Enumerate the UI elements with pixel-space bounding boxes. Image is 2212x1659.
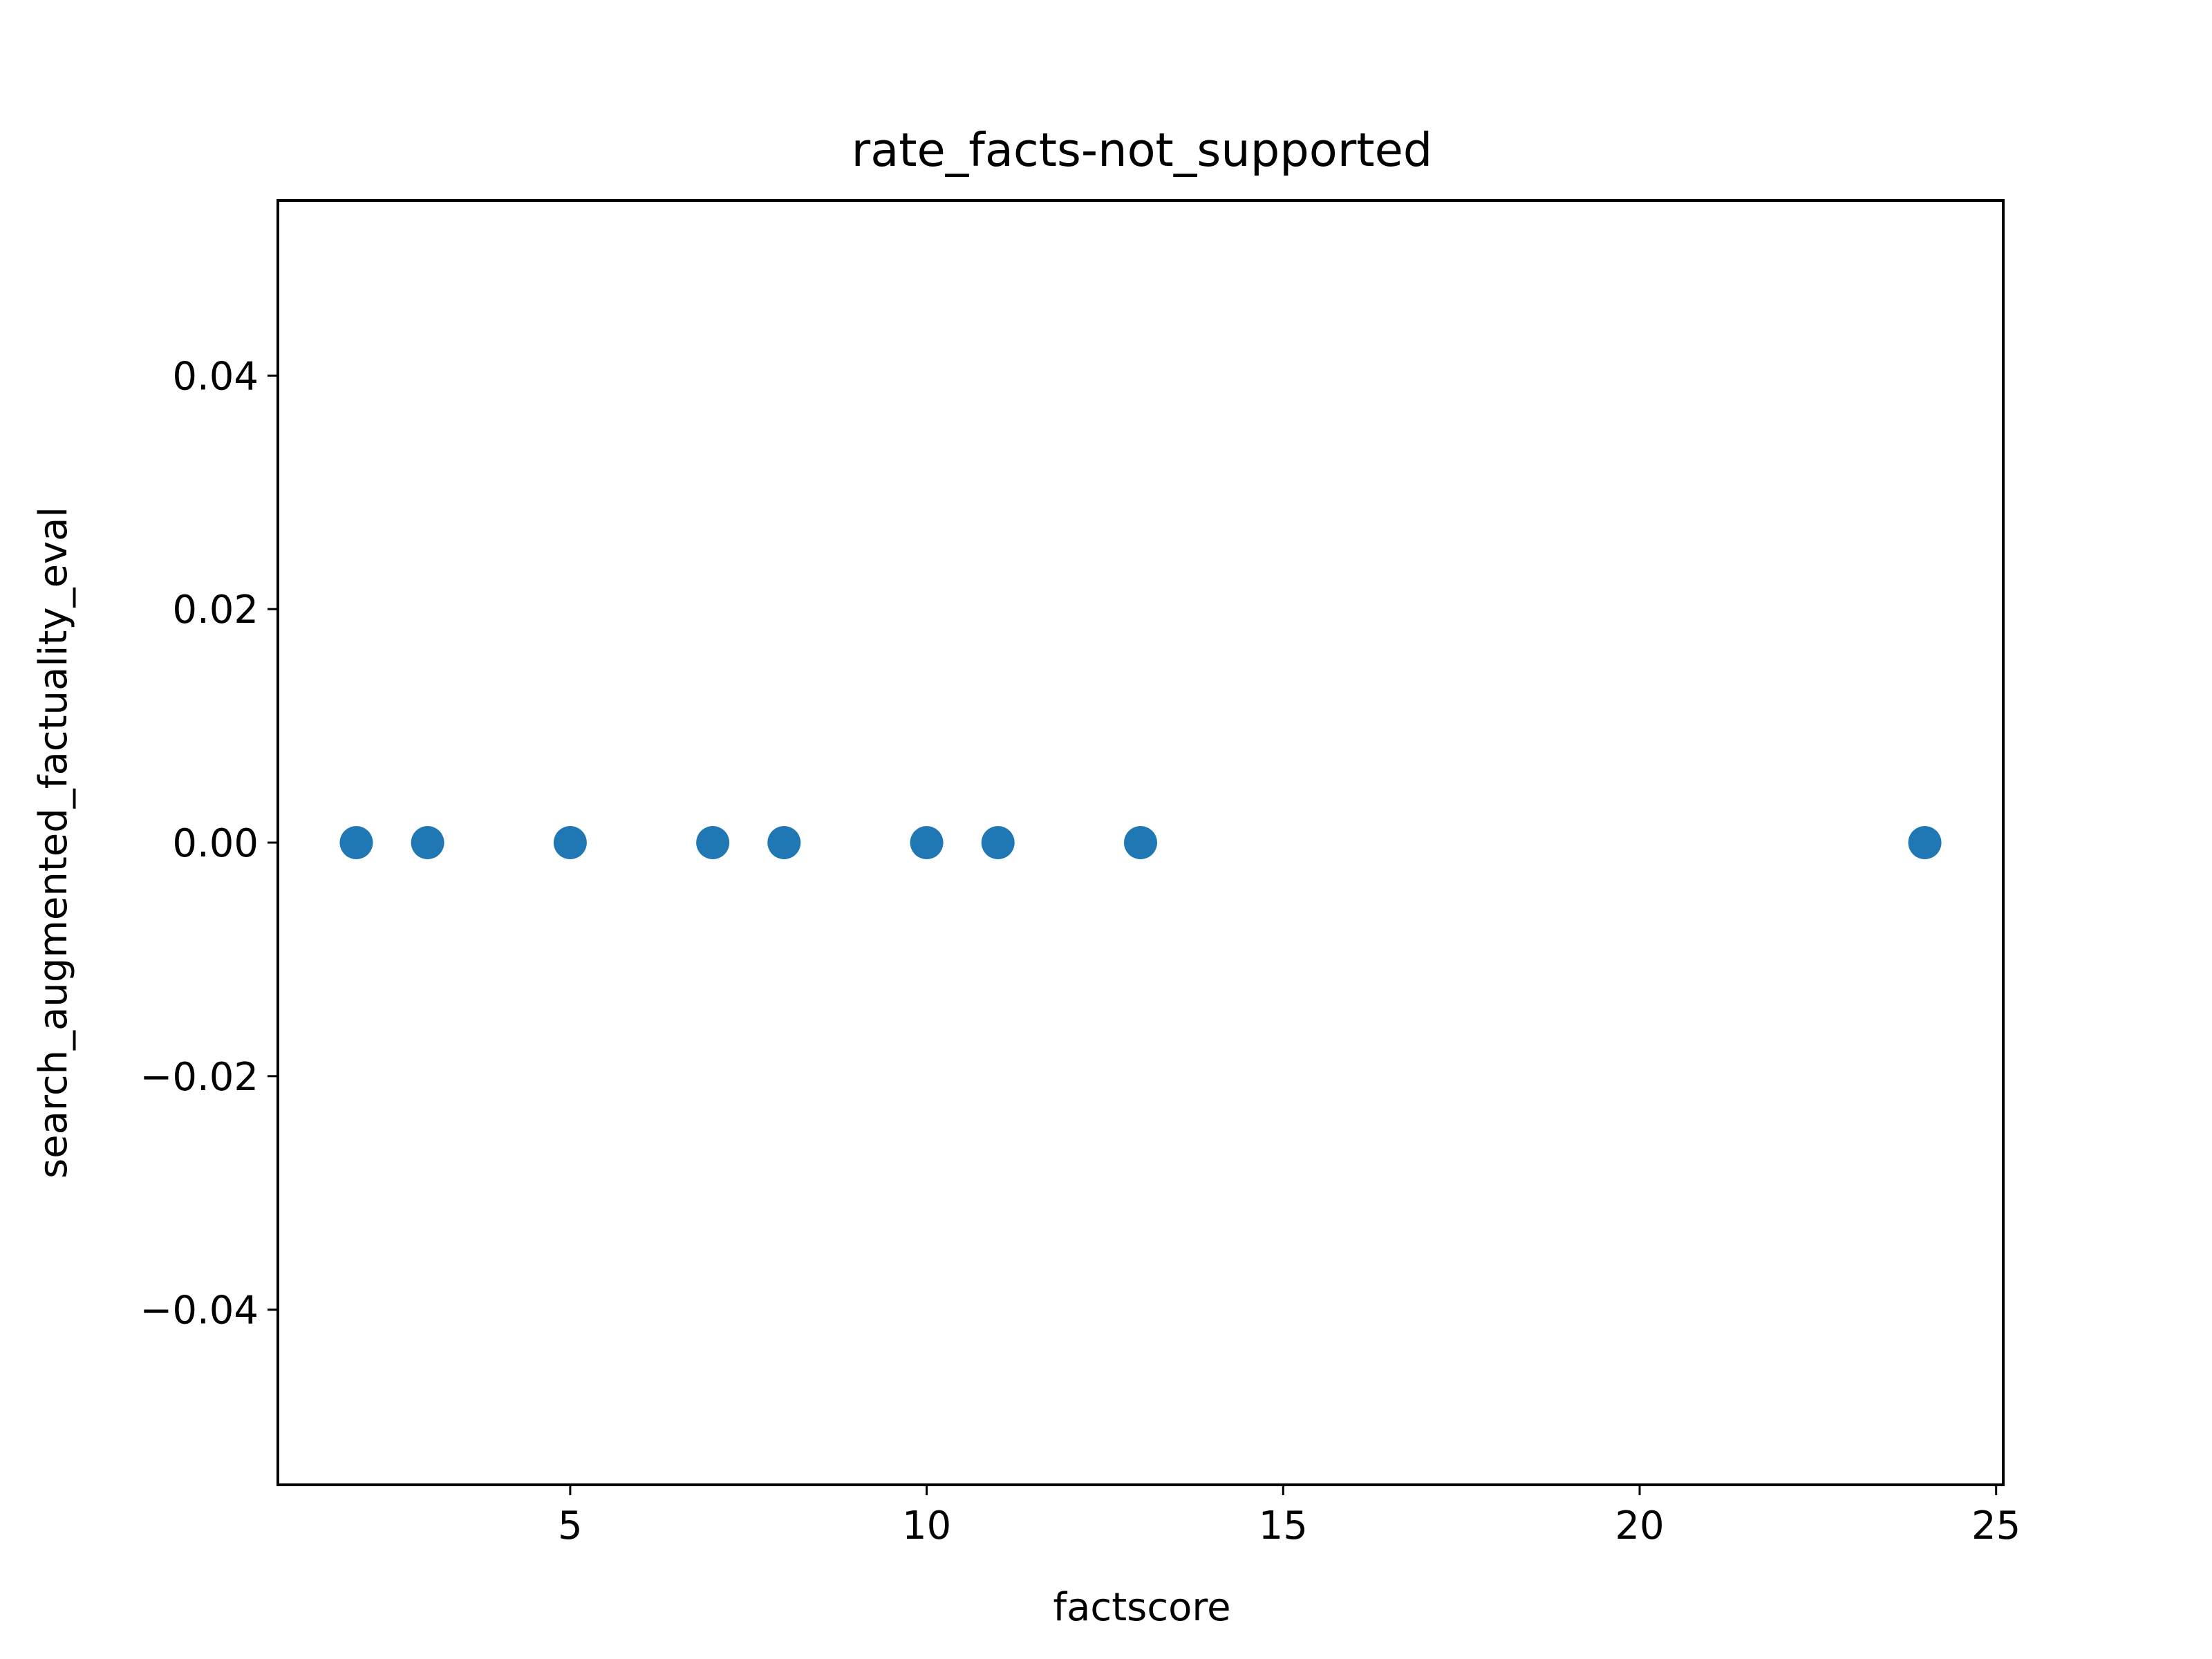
y-axis-ticks: 0.04 0.02 0.00 −0.02 −0.04 [140,354,278,1333]
data-point [553,826,587,859]
plot-frame [276,199,2005,1486]
data-point [981,826,1015,859]
x-tick-label: 20 [1615,1503,1664,1548]
data-point [1908,826,1942,859]
data-point [910,826,944,859]
y-axis-label: search_augmented_factuality_eval [31,507,76,1179]
data-point [339,826,373,859]
y-tick-label: −0.02 [140,1055,259,1100]
x-tick-label: 10 [902,1503,951,1548]
y-tick-label: 0.00 [172,821,259,866]
y-tick-label: 0.04 [172,354,259,399]
x-tick-label: 5 [558,1503,583,1548]
data-point [767,826,801,859]
x-tick-label: 25 [1971,1503,2021,1548]
x-axis-ticks: 5 10 15 20 25 [558,1485,2021,1548]
data-point [696,826,730,859]
data-point [411,826,444,859]
x-axis-label: factscore [1053,1585,1230,1630]
y-tick-label: 0.02 [172,588,259,632]
data-points [339,826,1942,859]
x-tick-label: 15 [1259,1503,1308,1548]
y-tick-label: −0.04 [140,1288,259,1333]
data-point [1124,826,1157,859]
chart-title: rate_facts-not_supported [852,123,1433,177]
